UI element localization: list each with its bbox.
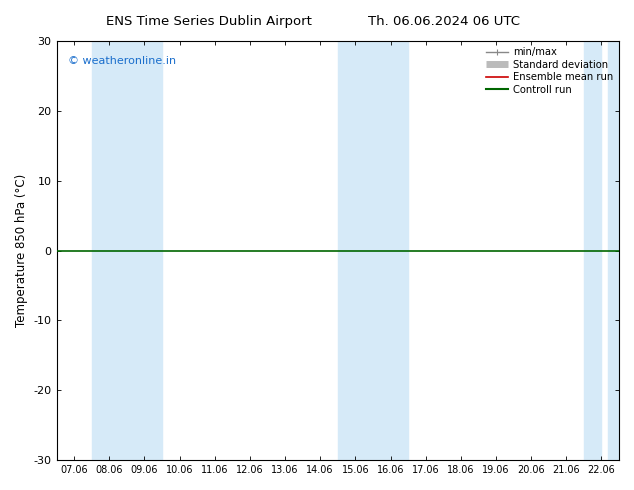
Y-axis label: Temperature 850 hPa (°C): Temperature 850 hPa (°C)	[15, 174, 28, 327]
Bar	[338, 41, 408, 460]
Bar	[609, 41, 619, 460]
Text: Th. 06.06.2024 06 UTC: Th. 06.06.2024 06 UTC	[368, 15, 520, 28]
Text: ENS Time Series Dublin Airport: ENS Time Series Dublin Airport	[107, 15, 312, 28]
Bar	[92, 41, 162, 460]
Legend: min/max, Standard deviation, Ensemble mean run, Controll run: min/max, Standard deviation, Ensemble me…	[482, 43, 617, 98]
Text: © weatheronline.in: © weatheronline.in	[68, 56, 176, 66]
Bar	[584, 41, 602, 460]
